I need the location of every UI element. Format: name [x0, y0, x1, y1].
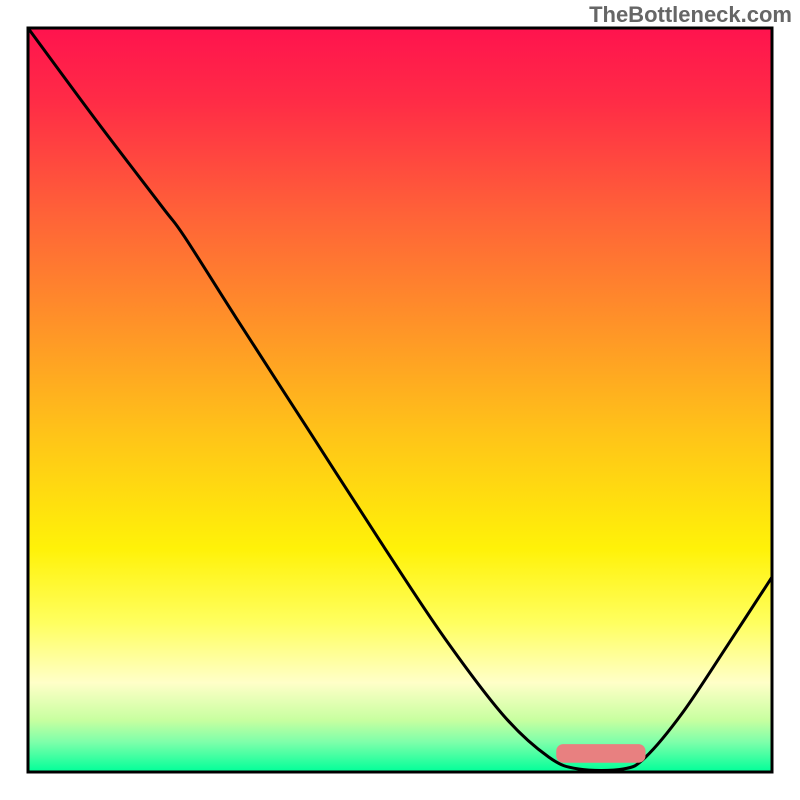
plot-background — [28, 28, 772, 772]
chart-container: TheBottleneck.com — [0, 0, 800, 800]
optimal-marker — [556, 744, 645, 763]
attribution-text: TheBottleneck.com — [589, 2, 792, 28]
bottleneck-chart — [0, 0, 800, 800]
